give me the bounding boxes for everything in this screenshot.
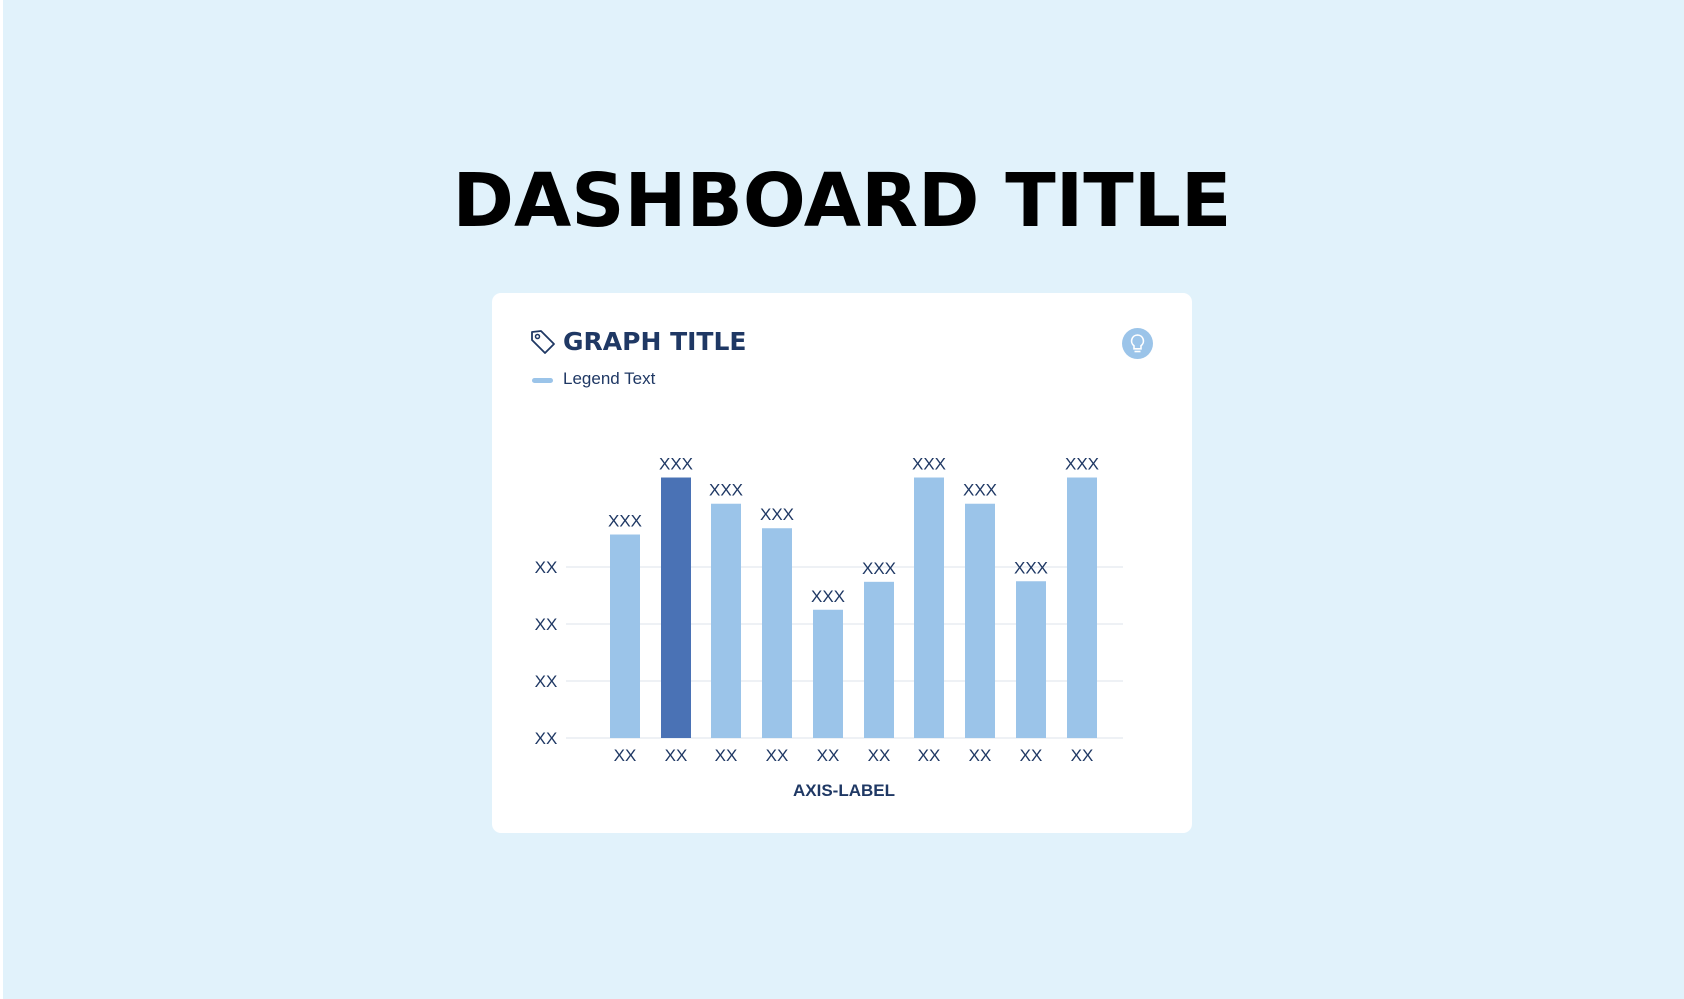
- y-tick-label: XX: [535, 558, 558, 577]
- bar: [1067, 477, 1097, 738]
- dashboard-title: DASHBOARD TITLE: [452, 158, 1232, 244]
- x-tick-label: XX: [766, 746, 789, 765]
- data-label: XXX: [760, 505, 794, 524]
- x-tick-label: XX: [969, 746, 992, 765]
- bar: [610, 534, 640, 738]
- bar: [1016, 581, 1046, 738]
- x-tick-label: XX: [817, 746, 840, 765]
- bar: [661, 477, 691, 738]
- bar: [864, 581, 894, 738]
- tag-icon: [531, 330, 555, 354]
- bar: [914, 477, 944, 738]
- data-label: XXX: [811, 587, 845, 606]
- data-label: XXX: [912, 455, 946, 474]
- legend-label: Legend Text: [563, 369, 656, 388]
- bar: [762, 528, 792, 738]
- data-label: XXX: [709, 481, 743, 500]
- graph-title: GRAPH TITLE: [563, 327, 747, 356]
- data-label: XXX: [1065, 455, 1099, 474]
- x-tick-label: XX: [614, 746, 637, 765]
- lightbulb-icon: [1130, 334, 1145, 353]
- x-tick-label: XX: [868, 746, 891, 765]
- lightbulb-button[interactable]: [1122, 328, 1153, 359]
- x-tick-label: XX: [715, 746, 738, 765]
- left-edge: [0, 0, 3, 999]
- data-label: XXX: [1014, 558, 1048, 577]
- y-tick-label: XX: [535, 615, 558, 634]
- bar: [711, 503, 741, 738]
- legend-swatch: [532, 378, 553, 383]
- y-tick-label: XX: [535, 729, 558, 748]
- x-tick-label: XX: [665, 746, 688, 765]
- data-label: XXX: [608, 512, 642, 531]
- data-label: XXX: [862, 559, 896, 578]
- x-axis-label: AXIS-LABEL: [793, 781, 895, 800]
- y-tick-label: XX: [535, 672, 558, 691]
- bar: [965, 503, 995, 738]
- x-tick-label: XX: [1071, 746, 1094, 765]
- x-tick-label: XX: [918, 746, 941, 765]
- bar: [813, 609, 843, 738]
- data-label: XXX: [659, 455, 693, 474]
- data-label: XXX: [963, 481, 997, 500]
- x-tick-label: XX: [1020, 746, 1043, 765]
